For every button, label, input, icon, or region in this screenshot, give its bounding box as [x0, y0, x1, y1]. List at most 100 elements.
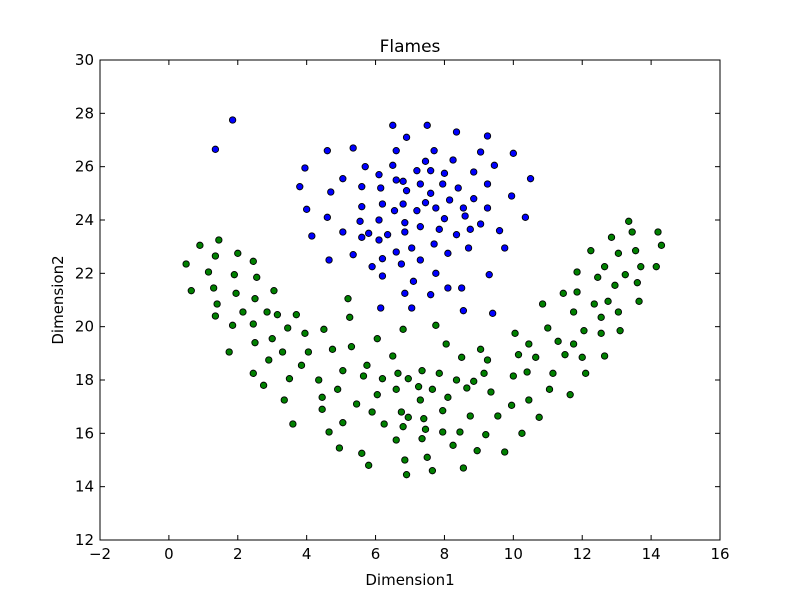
data-point-green [328, 345, 337, 353]
data-point-blue [301, 164, 309, 172]
data-point-green [635, 297, 643, 305]
data-point-green [600, 263, 609, 271]
data-point-green [334, 385, 342, 393]
data-point-green [401, 456, 409, 464]
data-point-blue [383, 231, 392, 239]
data-point-green [182, 260, 190, 268]
data-point-blue [349, 251, 357, 259]
plot-area-frame [99, 59, 721, 541]
data-point-blue [461, 212, 469, 220]
data-point-blue [392, 248, 400, 256]
data-point-green [578, 353, 586, 361]
data-point-green [320, 325, 328, 333]
data-point-blue [390, 207, 399, 215]
data-point-blue [464, 244, 473, 252]
data-point-green [611, 281, 619, 289]
data-point-green [442, 340, 450, 348]
data-point-green [404, 413, 412, 421]
data-point-green [211, 312, 220, 320]
data-point-blue [368, 263, 376, 271]
data-point-green [544, 324, 552, 332]
data-point-green [590, 300, 598, 308]
data-point-green [397, 408, 406, 416]
data-point-green [439, 407, 447, 415]
data-point-green [621, 271, 629, 279]
data-point-blue [413, 207, 421, 215]
data-point-blue [489, 309, 497, 317]
data-point-green [358, 449, 366, 457]
data-point-blue [445, 196, 454, 204]
y-tick-label: 14 [75, 478, 94, 496]
data-point-green [463, 384, 471, 392]
x-tick-label: 8 [440, 545, 450, 563]
data-point-blue [416, 223, 424, 231]
data-point-green [380, 420, 388, 428]
x-tick-label: 6 [371, 545, 381, 563]
data-point-blue [444, 249, 452, 257]
data-point-blue [458, 284, 466, 292]
data-point-green [459, 464, 468, 472]
data-point-blue [323, 147, 331, 155]
data-point-green [211, 252, 220, 260]
data-point-blue [327, 188, 335, 196]
data-point-green [268, 335, 276, 343]
data-point-green [573, 268, 581, 276]
x-axis-label: Dimension1 [365, 571, 454, 589]
data-point-blue [308, 232, 316, 240]
data-point-blue [430, 240, 438, 248]
data-point-green [538, 300, 547, 308]
data-point-blue [521, 213, 530, 221]
data-point-green [456, 428, 464, 436]
data-point-green [444, 393, 452, 401]
x-tick-label: 2 [233, 545, 243, 563]
data-point-green [523, 368, 531, 376]
data-point-green [344, 295, 352, 303]
data-point-blue [361, 163, 369, 171]
data-point-green [514, 351, 523, 359]
data-point-green [359, 372, 368, 380]
data-point-green [373, 335, 381, 343]
data-point-blue [349, 144, 357, 152]
data-point-green [594, 273, 602, 281]
data-point-blue [466, 225, 474, 233]
data-point-green [404, 375, 412, 383]
data-point-blue [435, 225, 443, 233]
data-point-blue [402, 133, 411, 141]
data-point-green [607, 233, 616, 241]
data-point-blue [211, 145, 220, 153]
data-point-blue [358, 233, 366, 241]
data-point-blue [501, 244, 509, 252]
data-point-blue [432, 204, 440, 212]
data-point-blue [375, 171, 383, 179]
data-point-green [249, 369, 257, 377]
data-point-green [657, 241, 666, 249]
data-point-green [289, 420, 297, 428]
data-point-blue [423, 121, 431, 129]
data-point-green [597, 313, 605, 321]
data-point-green [215, 236, 223, 244]
data-point-blue [416, 256, 424, 264]
data-point-green [225, 348, 233, 356]
data-point-green [187, 287, 195, 295]
data-point-green [251, 295, 259, 303]
data-point-green [373, 391, 381, 399]
data-point-green [304, 348, 313, 356]
data-point-blue [452, 128, 461, 136]
data-point-green [573, 288, 581, 296]
data-point-green [251, 339, 259, 347]
data-point-blue [408, 304, 416, 312]
data-point-blue [421, 157, 430, 165]
data-point-green [228, 321, 237, 329]
y-tick-label: 16 [75, 424, 94, 442]
data-point-green [511, 329, 519, 337]
data-point-green [458, 353, 466, 361]
data-point-green [414, 383, 423, 391]
data-point-green [378, 375, 387, 383]
data-point-blue [339, 228, 347, 236]
data-point-blue [365, 229, 373, 237]
data-point-green [280, 396, 288, 404]
data-point-blue [440, 215, 449, 223]
data-point-green [234, 249, 242, 257]
data-point-green [399, 325, 407, 333]
data-point-blue [409, 277, 418, 285]
